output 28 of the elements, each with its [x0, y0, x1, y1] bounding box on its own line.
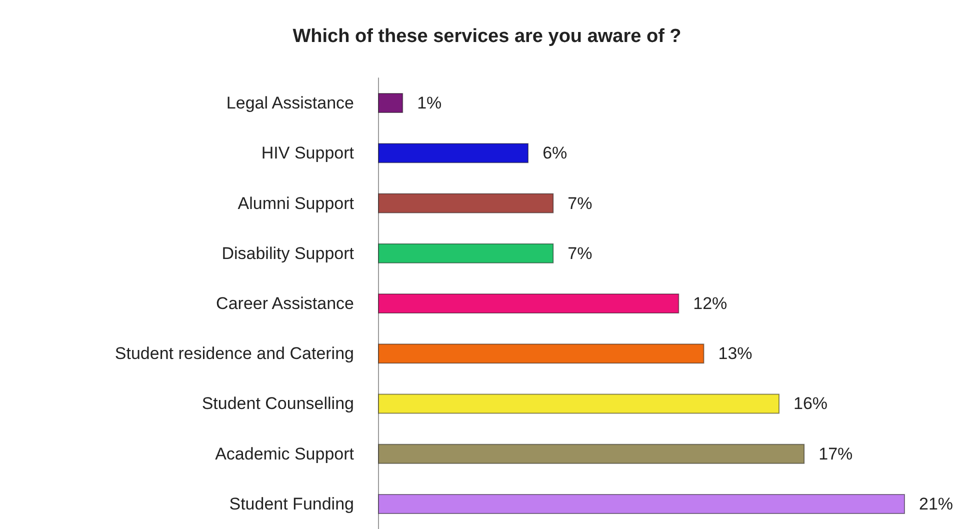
- y-tick-label: Disability Support: [222, 244, 354, 263]
- y-tick-label: Legal Assistance: [226, 94, 354, 113]
- bar: [378, 193, 554, 214]
- data-label: 16%: [794, 394, 828, 414]
- bar: [378, 243, 554, 264]
- y-tick-label: Student residence and Catering: [114, 344, 354, 364]
- bar: [378, 494, 905, 514]
- data-label: 12%: [693, 294, 728, 313]
- y-tick-label: Alumni Support: [238, 194, 354, 213]
- bar: [378, 143, 529, 164]
- y-tick-label: Student Counselling: [202, 394, 354, 414]
- bar: [378, 294, 680, 314]
- data-label: 6%: [542, 144, 568, 163]
- bar: [378, 93, 404, 114]
- bar: [378, 444, 805, 464]
- data-label: 7%: [568, 244, 592, 263]
- bar: [378, 394, 780, 414]
- data-label: 7%: [568, 194, 592, 213]
- data-label: 21%: [919, 494, 954, 514]
- y-tick-label: Academic Support: [215, 444, 354, 464]
- chart-title: Which of these services are you aware of ?: [292, 26, 682, 47]
- bar: [378, 344, 704, 364]
- data-label: 17%: [818, 444, 853, 464]
- y-tick-label: HIV Support: [261, 144, 354, 163]
- y-tick-label: Career Assistance: [216, 294, 354, 313]
- data-label: 1%: [417, 94, 442, 113]
- data-label: 13%: [718, 344, 752, 364]
- y-tick-label: Student Funding: [229, 494, 354, 514]
